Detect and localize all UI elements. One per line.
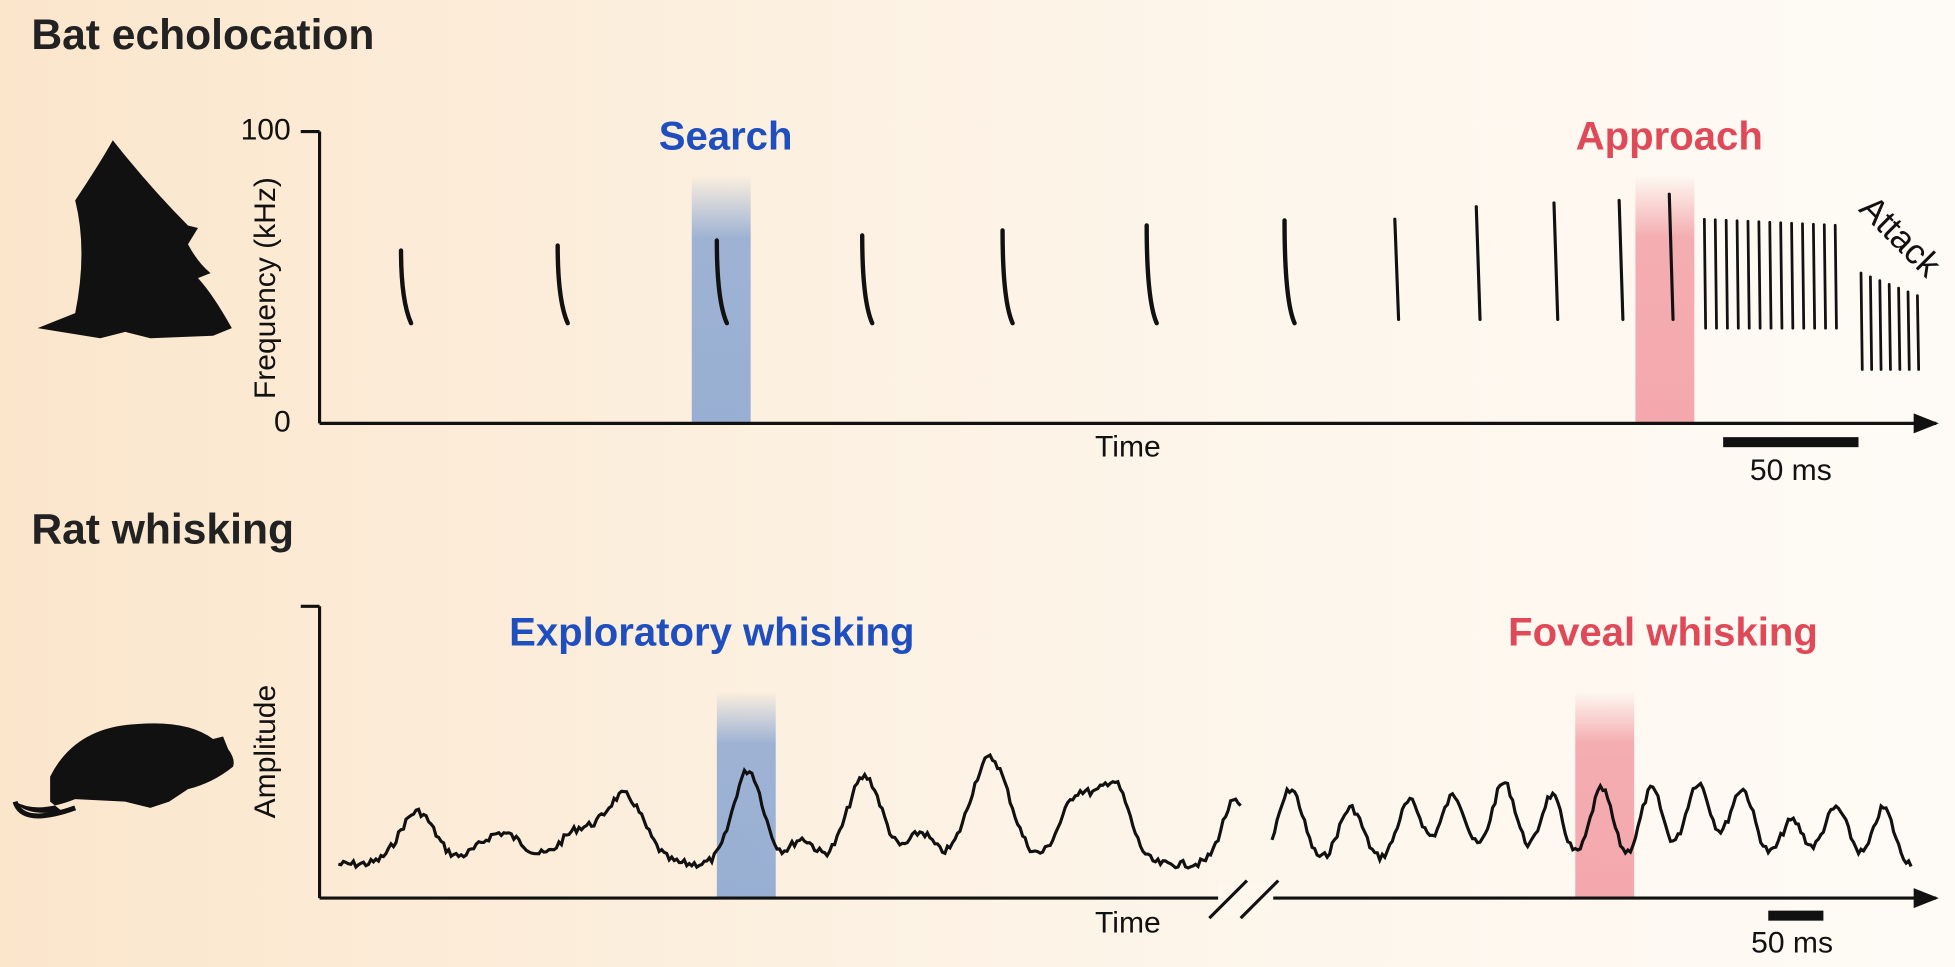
echolocation-call: [1474, 205, 1482, 321]
echolocation-call: [1282, 218, 1297, 326]
echolocation-call: [1822, 223, 1827, 330]
echolocation-call: [1746, 219, 1751, 330]
echolocation-call: [1757, 220, 1762, 330]
phase-label: Search: [659, 115, 793, 159]
echolocation-call: [1667, 192, 1675, 321]
phase-label: Approach: [1576, 115, 1763, 159]
y-tick-label: 0: [274, 405, 291, 438]
whisking-trace: [337, 752, 1242, 870]
axis-break: [1208, 879, 1280, 920]
echolocation-call: [860, 233, 875, 326]
y-tick-label: 100: [241, 113, 291, 146]
axis-break-gap: [1218, 883, 1274, 914]
echolocation-call: [714, 238, 730, 326]
approach-highlight: [1635, 175, 1695, 424]
echolocation-call: [1916, 294, 1921, 371]
x-axis-label: Time: [1095, 430, 1161, 463]
echolocation-call: [1790, 221, 1795, 330]
scale-bar: [1768, 910, 1824, 921]
panel-title: Bat echolocation: [31, 11, 374, 59]
echolocation-call: [1393, 217, 1401, 321]
echolocation-calls: [398, 192, 1921, 371]
echolocation-call: [1812, 222, 1817, 330]
whisking-trace: [1270, 781, 1913, 868]
scale-bar-label: 50 ms: [1750, 454, 1832, 487]
echolocation-call: [1869, 275, 1874, 371]
echolocation-call: [1859, 271, 1864, 371]
echolocation-call: [1768, 220, 1773, 330]
echolocation-call: [1617, 198, 1625, 321]
echolocation-call: [555, 243, 570, 326]
echolocation-call: [1906, 290, 1911, 371]
foveal-highlight: [1575, 691, 1635, 899]
echolocation-call: [1878, 279, 1883, 371]
bat-silhouette: [37, 140, 232, 339]
echolocation-call: [1144, 223, 1159, 326]
phase-label: Foveal whisking: [1508, 611, 1818, 655]
echolocation-call: [1724, 218, 1729, 330]
scale-bar-label: 50 ms: [1751, 926, 1833, 959]
echolocation-call: [398, 248, 414, 326]
echolocation-call: [1833, 223, 1838, 330]
panel-title: Rat whisking: [31, 506, 294, 554]
echolocation-call: [1552, 201, 1560, 321]
rat-silhouette: [15, 723, 234, 813]
scale-bar: [1723, 437, 1859, 448]
y-axis-label: Frequency (kHz): [249, 177, 282, 399]
echolocation-call: [1702, 217, 1707, 330]
echolocation-call: [1779, 221, 1784, 330]
exploratory-highlight: [716, 691, 776, 899]
x-axis-label: Time: [1095, 906, 1161, 939]
echolocation-call: [1735, 219, 1740, 330]
echolocation-call: [1887, 282, 1892, 371]
echolocation-call: [1000, 228, 1015, 326]
echolocation-call: [1897, 286, 1902, 371]
echolocation-call: [1801, 222, 1806, 330]
phase-label: Exploratory whisking: [509, 611, 914, 655]
rat-tail: [12, 800, 77, 819]
y-axis-label: Amplitude: [249, 685, 282, 819]
echolocation-call: [1713, 218, 1718, 330]
